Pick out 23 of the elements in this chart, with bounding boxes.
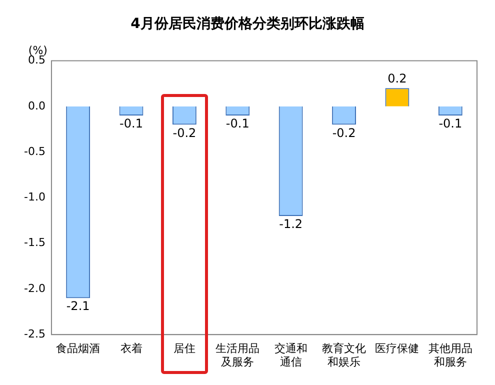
- x-tick-label: 其他用品和服务: [428, 342, 472, 368]
- data-label: -0.1: [226, 116, 250, 131]
- data-label: -1.2: [279, 217, 303, 232]
- y-tick-label: -2.0: [24, 282, 46, 295]
- x-tick-label: 食品烟酒: [56, 342, 100, 356]
- x-tick-label: 衣着: [120, 342, 142, 356]
- y-tick-label: -1.0: [24, 190, 46, 204]
- data-label: -0.1: [438, 116, 462, 131]
- data-label: -0.1: [120, 116, 143, 131]
- data-label: -0.2: [332, 126, 356, 140]
- x-tick-label: 医疗保健: [375, 342, 420, 356]
- y-tick-label: 0.0: [28, 99, 46, 112]
- data-label: -0.2: [172, 126, 196, 140]
- x-tick-label: 生活用品及服务: [216, 342, 260, 368]
- x-tick-label: 教育文化和娱乐: [322, 342, 366, 368]
- y-tick-label: -2.5: [24, 327, 46, 340]
- data-label: 0.2: [388, 71, 407, 86]
- x-tick-label: 居住: [173, 342, 196, 356]
- chart-title: 4月份居民消费价格分类别环比涨跌幅: [130, 16, 364, 32]
- y-tick-label: -1.5: [24, 236, 46, 250]
- data-label: -2.1: [66, 299, 90, 314]
- y-tick-label: -0.5: [24, 144, 46, 158]
- x-tick-label: 交通和通信: [274, 342, 308, 368]
